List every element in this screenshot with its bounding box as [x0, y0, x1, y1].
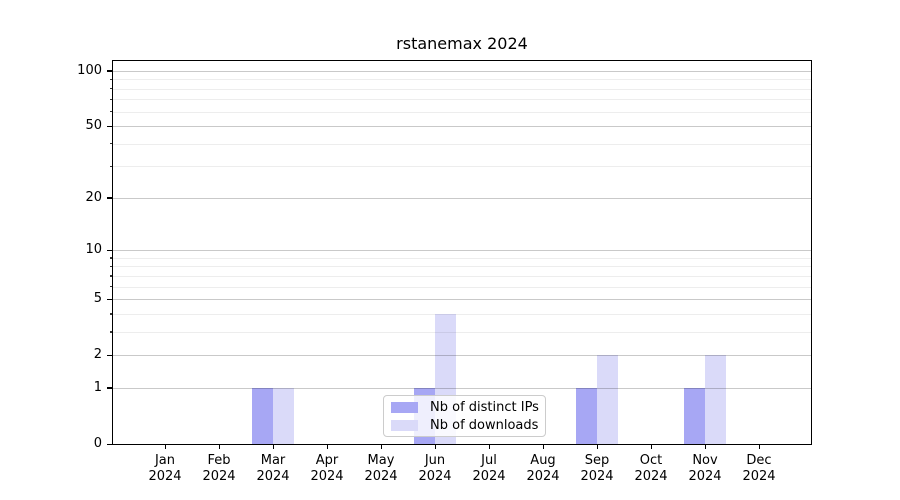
x-tick-month: May [367, 453, 395, 468]
y-tick-label: 0 [93, 436, 102, 451]
y-tick-label: 50 [85, 118, 102, 134]
plot-border [112, 60, 812, 445]
x-tick-year: 2024 [310, 469, 344, 484]
y-tick-label: 1 [93, 379, 102, 395]
x-tick-month: Jun [424, 453, 446, 468]
x-tick-month: Apr [315, 453, 339, 468]
x-tick-year: 2024 [256, 469, 290, 484]
x-tick-year: 2024 [472, 469, 506, 484]
legend-label-distinct-ips: Nb of distinct IPs [430, 399, 539, 415]
x-tick-year: 2024 [580, 469, 614, 484]
x-tick-month: Dec [746, 453, 772, 468]
x-tick-label-jun: Jun 2024 [408, 453, 462, 485]
x-tick-month: Feb [207, 453, 231, 468]
legend: Nb of distinct IPs Nb of downloads [383, 395, 546, 437]
y-tick-label: 20 [85, 189, 102, 205]
legend-swatch-distinct-ips [391, 401, 418, 413]
x-tick-month: Jan [154, 453, 176, 468]
x-tick-label-oct: Oct 2024 [624, 453, 678, 485]
x-tick-year: 2024 [742, 469, 776, 484]
chart-title: rstanemax 2024 [396, 34, 528, 53]
x-tick-label-feb: Feb 2024 [192, 453, 246, 485]
legend-entry-downloads: Nb of downloads [391, 418, 545, 433]
x-tick-month: Jul [481, 453, 497, 468]
x-tick-year: 2024 [202, 469, 236, 484]
x-tick-label-aug: Aug 2024 [516, 453, 570, 485]
x-tick-label-sep: Sep 2024 [570, 453, 624, 485]
x-tick-year: 2024 [688, 469, 722, 484]
x-tick-label-may: May 2024 [354, 453, 408, 485]
x-tick-label-mar: Mar 2024 [246, 453, 300, 485]
x-tick-year: 2024 [634, 469, 668, 484]
x-tick-label-nov: Nov 2024 [678, 453, 732, 485]
x-tick-label-dec: Dec 2024 [732, 453, 786, 485]
x-tick-year: 2024 [148, 469, 182, 484]
x-tick-label-jul: Jul 2024 [462, 453, 516, 485]
x-tick-month: Nov [692, 453, 718, 468]
x-tick-month: Sep [584, 453, 610, 468]
y-tick-label: 100 [77, 62, 102, 78]
x-tick-label-jan: Jan 2024 [138, 453, 192, 485]
legend-entry-distinct-ips: Nb of distinct IPs [391, 400, 545, 415]
x-tick-month: Mar [260, 453, 286, 468]
y-tick-label: 10 [85, 242, 102, 258]
x-tick-month: Aug [530, 453, 556, 468]
y-tick-label: 2 [93, 347, 102, 363]
x-tick-year: 2024 [526, 469, 560, 484]
legend-label-downloads: Nb of downloads [430, 417, 539, 433]
x-tick-label-apr: Apr 2024 [300, 453, 354, 485]
y-tick-label: 5 [93, 291, 102, 307]
x-tick-year: 2024 [418, 469, 452, 484]
x-tick-month: Oct [639, 453, 663, 468]
x-tick-year: 2024 [364, 469, 398, 484]
legend-swatch-downloads [391, 419, 418, 431]
